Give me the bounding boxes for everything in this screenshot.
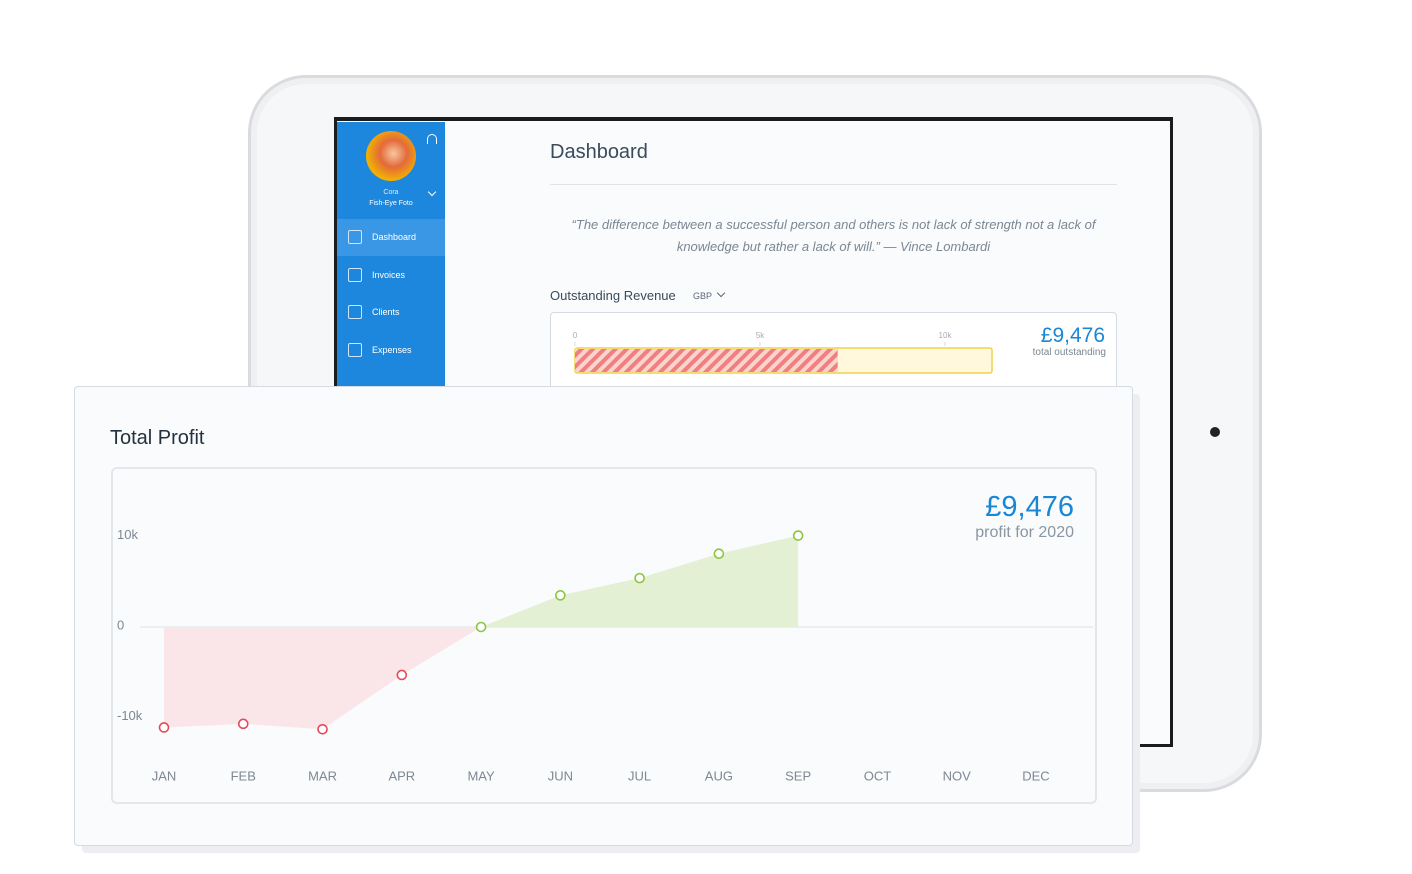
y-tick-label: -10k [117,708,143,723]
nav-item[interactable]: Invoices [337,257,445,294]
y-tick-label: 0 [117,617,124,632]
x-tick-label: JUL [628,768,651,783]
dashboard-title: Dashboard [550,141,648,163]
overdue-bar [575,349,838,372]
divider [550,184,1117,185]
avatar [366,131,416,181]
profit-caption: profit for 2020 [975,524,1074,541]
x-tick-label: MAR [308,768,337,783]
bell-icon [427,134,437,144]
x-tick-label: AUG [705,768,733,783]
profit-summary: £9,476 [985,491,1074,523]
camera [1210,427,1220,437]
nav-item[interactable]: Dashboard [337,219,445,256]
x-tick-label: JUN [548,768,573,783]
sidebar: Cora Fish-Eye Foto Dashboard Invoices Clie… [337,122,445,386]
outstanding-caption: total outstanding [1032,347,1106,358]
x-tick-label: 0 [573,331,578,340]
data-point [634,572,645,584]
nav-icon [348,230,362,244]
nav-label: Dashboard [372,232,417,242]
user-name: Cora [383,189,399,196]
data-point [158,722,170,733]
data-point [475,621,487,633]
x-tick-label: APR [388,768,415,783]
x-tick-label: NOV [943,768,972,783]
card-title: Total Profit [110,427,205,449]
outstanding-label: Outstanding Revenue [550,288,676,303]
nav-icon [348,267,362,282]
nav-label: Invoices [372,269,406,280]
x-tick-label: JAN [152,768,177,783]
x-tick-label: MAY [467,768,495,783]
y-tick-label: 10k [117,527,138,542]
nav-item[interactable]: Clients [337,294,445,331]
nav-label: Expenses [372,344,412,355]
quote: “The difference between a successful per… [571,217,1096,254]
nav-label: Clients [372,307,400,317]
x-tick-label: 10k [939,331,953,340]
nav-icon [348,305,362,319]
data-point [555,590,566,601]
data-point [237,718,249,730]
x-tick-label: SEP [785,768,811,783]
company-name[interactable]: Fish-Eye Foto [369,200,413,207]
nav-icon [348,342,362,357]
data-point [396,669,408,681]
nav-item[interactable]: Expenses [337,332,445,369]
data-point [317,723,328,735]
x-tick-label: FEB [231,768,256,783]
currency-select[interactable]: GBP [693,291,713,301]
x-tick-label: DEC [1022,768,1049,783]
data-point [792,530,804,541]
data-point [713,548,725,559]
x-tick-label: 5k [756,331,765,340]
x-tick-label: OCT [864,768,892,783]
outstanding-total: £9,476 [1040,324,1105,347]
negative-area [164,627,482,730]
